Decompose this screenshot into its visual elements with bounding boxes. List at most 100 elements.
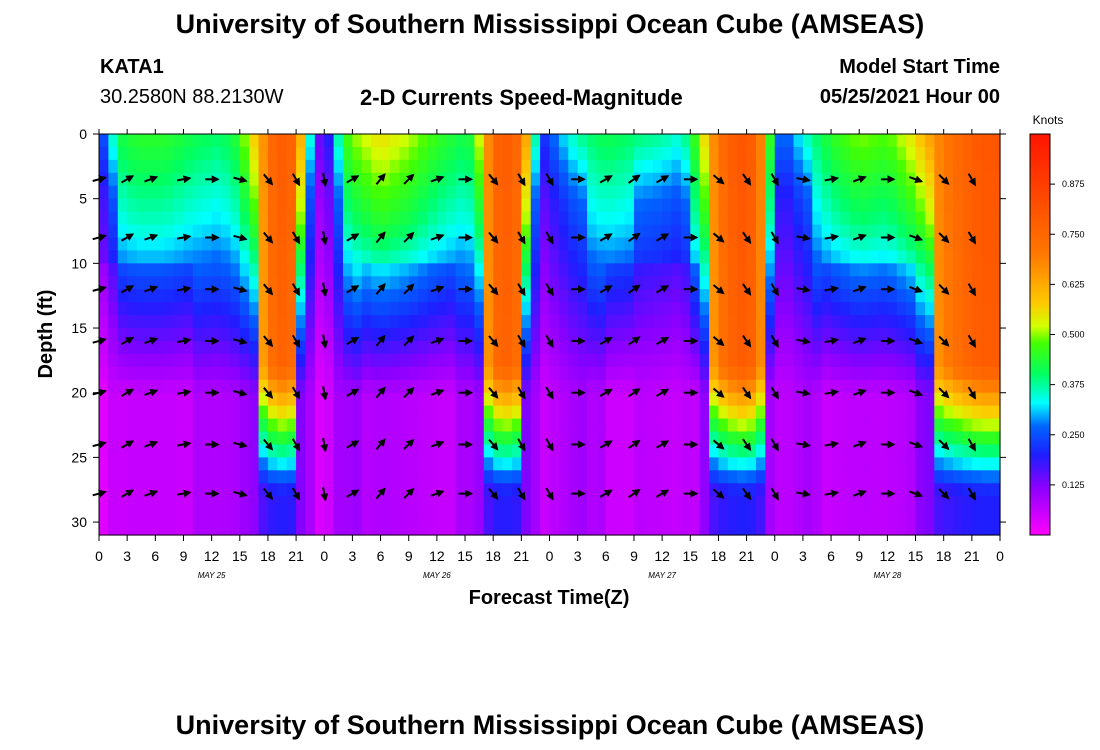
heatmap-cell bbox=[737, 224, 748, 239]
heatmap-cell bbox=[221, 509, 231, 523]
heatmap-cell bbox=[202, 340, 213, 355]
heatmap-cell bbox=[971, 328, 982, 342]
heatmap-cell bbox=[136, 340, 147, 355]
heatmap-cell bbox=[183, 470, 194, 484]
heatmap-cell bbox=[164, 379, 175, 394]
heatmap-cell bbox=[174, 470, 185, 484]
heatmap-cell bbox=[605, 457, 616, 471]
heatmap-cell bbox=[962, 457, 973, 471]
heatmap-cell bbox=[192, 224, 203, 239]
heatmap-cell bbox=[483, 328, 494, 342]
current-vector-arrow bbox=[967, 386, 976, 400]
current-vectors bbox=[92, 172, 976, 502]
heatmap-cell bbox=[174, 250, 185, 264]
heatmap-cell bbox=[877, 302, 888, 316]
heatmap-cell bbox=[183, 379, 194, 394]
heatmap-cell bbox=[267, 509, 278, 523]
heatmap-cell bbox=[906, 379, 917, 394]
heatmap-cell bbox=[117, 198, 128, 213]
heatmap-cell bbox=[549, 340, 560, 355]
current-vector-arrow bbox=[824, 336, 840, 345]
heatmap-cell bbox=[455, 159, 466, 174]
current-vector-arrow bbox=[233, 285, 248, 294]
heatmap-cell bbox=[746, 483, 757, 497]
heatmap-cell bbox=[202, 379, 213, 394]
heatmap-cell bbox=[643, 185, 654, 200]
current-vector-arrow bbox=[346, 175, 360, 184]
heatmap-cell bbox=[258, 366, 269, 381]
heatmap-cell bbox=[127, 134, 138, 148]
heatmap-cell bbox=[333, 146, 344, 161]
heatmap-cell bbox=[183, 302, 194, 316]
heatmap-cell bbox=[399, 289, 410, 303]
current-vector-arrow bbox=[656, 440, 670, 449]
heatmap-cell bbox=[455, 237, 466, 252]
heatmap-cell bbox=[596, 328, 607, 342]
heatmap-cell bbox=[418, 379, 429, 394]
heatmap-cell bbox=[324, 211, 335, 226]
heatmap-cell bbox=[249, 185, 260, 200]
heatmap-cell bbox=[221, 392, 231, 407]
heatmap-cell bbox=[981, 198, 992, 213]
heatmap-cell bbox=[174, 431, 185, 446]
heatmap-cell bbox=[455, 289, 466, 303]
heatmap-cell bbox=[249, 340, 260, 355]
heatmap-cell bbox=[343, 405, 354, 420]
heatmap-cell bbox=[371, 353, 382, 368]
heatmap-cell bbox=[755, 483, 766, 497]
heatmap-cell bbox=[221, 457, 231, 471]
current-vector-arrow bbox=[909, 440, 924, 449]
heatmap-cell bbox=[784, 315, 795, 329]
heatmap-cell bbox=[699, 379, 710, 394]
heatmap-cell bbox=[127, 431, 138, 446]
heatmap-cell bbox=[812, 237, 823, 252]
heatmap-cell bbox=[840, 353, 851, 368]
heatmap-cell bbox=[849, 146, 860, 161]
heatmap-cell bbox=[99, 457, 109, 471]
heatmap-cell bbox=[474, 211, 485, 226]
heatmap-cell bbox=[408, 315, 419, 329]
heatmap-cell bbox=[258, 237, 269, 252]
heatmap-cell bbox=[530, 405, 541, 420]
heatmap-cell bbox=[943, 289, 954, 303]
heatmap-cell bbox=[596, 431, 607, 446]
heatmap-cell bbox=[192, 328, 203, 342]
heatmap-cell bbox=[624, 405, 635, 420]
heatmap-cell bbox=[221, 289, 231, 303]
heatmap-cell bbox=[981, 185, 992, 200]
heatmap-cell bbox=[446, 379, 457, 394]
heatmap-cell bbox=[662, 263, 673, 277]
heatmap-cell bbox=[784, 483, 795, 497]
heatmap-cell bbox=[652, 315, 663, 329]
heatmap-cell bbox=[868, 159, 879, 174]
heatmap-cell bbox=[183, 340, 194, 355]
heatmap-cell bbox=[934, 509, 945, 523]
heatmap-cell bbox=[230, 366, 241, 381]
heatmap-cell bbox=[399, 172, 410, 187]
heatmap-cell bbox=[511, 224, 522, 239]
heatmap-cell bbox=[709, 315, 720, 329]
heatmap-cell bbox=[887, 224, 898, 239]
heatmap-cell bbox=[793, 224, 804, 239]
heatmap-cell bbox=[737, 340, 748, 355]
heatmap-cell bbox=[211, 185, 222, 200]
heatmap-cell bbox=[709, 211, 720, 226]
heatmap-cell bbox=[343, 185, 354, 200]
current-vector-arrow bbox=[599, 175, 613, 184]
heatmap-cell bbox=[305, 159, 316, 174]
heatmap-cell bbox=[709, 159, 720, 174]
heatmap-cell bbox=[746, 159, 757, 174]
heatmap-cell bbox=[117, 418, 128, 433]
heatmap-cell bbox=[192, 405, 203, 420]
heatmap-cell bbox=[277, 263, 288, 277]
heatmap-cell bbox=[540, 457, 551, 471]
heatmap-cell bbox=[915, 289, 926, 303]
heatmap-cell bbox=[990, 289, 1001, 303]
heatmap-cell bbox=[568, 509, 579, 523]
heatmap-cell bbox=[840, 470, 851, 484]
heatmap-cell bbox=[136, 276, 147, 290]
heatmap-cell bbox=[211, 302, 222, 316]
heatmap-cell bbox=[361, 379, 372, 394]
heatmap-cell bbox=[718, 405, 729, 420]
heatmap-cell bbox=[690, 185, 701, 200]
